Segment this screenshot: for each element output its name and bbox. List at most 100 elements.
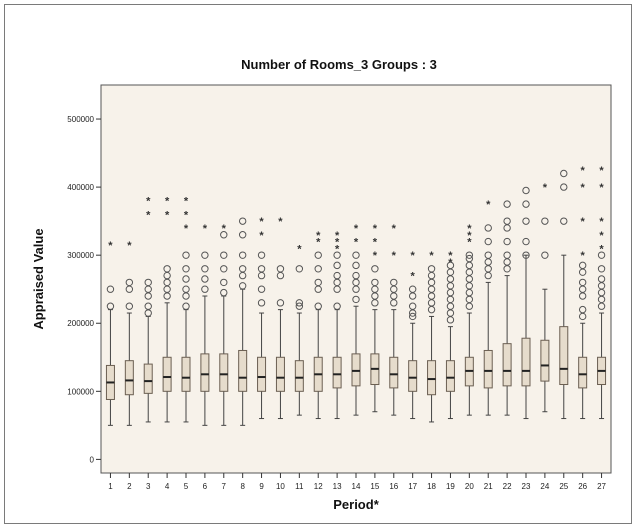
outlier-point bbox=[352, 251, 360, 259]
outlier-point bbox=[163, 265, 171, 273]
extreme-point: * bbox=[543, 182, 548, 194]
box bbox=[445, 360, 455, 392]
box-period-20: *** bbox=[464, 223, 474, 416]
extreme-point: * bbox=[581, 216, 586, 228]
outlier-point bbox=[578, 261, 587, 270]
extreme-point: * bbox=[486, 199, 491, 211]
x-tick-label: 14 bbox=[352, 482, 361, 491]
x-tick-label: 11 bbox=[295, 482, 304, 491]
y-tick-label: 500000 bbox=[67, 115, 94, 124]
x-tick-label: 25 bbox=[559, 482, 568, 491]
x-tick-label: 4 bbox=[165, 482, 170, 491]
outlier-point bbox=[597, 275, 606, 283]
outlier-point bbox=[314, 278, 322, 287]
box bbox=[200, 353, 210, 392]
extreme-point: * bbox=[599, 182, 604, 194]
outlier-point bbox=[125, 278, 134, 287]
extreme-point: * bbox=[599, 243, 604, 255]
outlier-point bbox=[352, 261, 360, 270]
box-period-1: * bbox=[105, 240, 115, 426]
x-tick-label: 26 bbox=[578, 482, 587, 491]
box-period-5: *** bbox=[181, 196, 191, 423]
box-period-25 bbox=[559, 169, 569, 420]
outlier-point bbox=[408, 312, 417, 321]
outlier-point bbox=[314, 251, 322, 259]
y-tick-label: 0 bbox=[90, 455, 95, 464]
box-period-17: ** bbox=[408, 250, 418, 420]
outlier-point bbox=[446, 261, 455, 270]
extreme-point: * bbox=[467, 230, 472, 242]
box bbox=[162, 356, 172, 392]
box bbox=[559, 326, 569, 386]
extreme-point: * bbox=[599, 230, 604, 242]
box bbox=[408, 360, 418, 392]
box bbox=[427, 360, 437, 396]
chart-frame: Number of Rooms_3 Groups : 3 0 100000 2000… bbox=[4, 4, 632, 524]
y-tick-label: 200000 bbox=[67, 319, 94, 328]
box bbox=[521, 337, 531, 387]
box-period-11: * bbox=[294, 243, 304, 416]
outlier-point bbox=[182, 251, 190, 259]
extreme-point: * bbox=[184, 196, 189, 208]
y-tick-label: 400000 bbox=[67, 183, 94, 192]
extreme-point: * bbox=[146, 209, 151, 221]
box bbox=[219, 353, 229, 392]
box-period-18: * bbox=[427, 250, 437, 423]
x-tick-label: 1 bbox=[108, 482, 113, 491]
outlier-point bbox=[220, 231, 228, 239]
x-tick-label: 22 bbox=[503, 482, 512, 491]
outlier-point bbox=[503, 217, 511, 225]
box-period-21: * bbox=[483, 199, 493, 416]
outlier-point bbox=[522, 200, 530, 208]
x-tick-label: 23 bbox=[522, 482, 531, 491]
extreme-point: * bbox=[354, 223, 359, 235]
outlier-point bbox=[371, 265, 379, 273]
y-tick-label: 300000 bbox=[67, 251, 94, 260]
outlier-point bbox=[541, 251, 549, 259]
outlier-point bbox=[522, 217, 530, 225]
extreme-point: * bbox=[165, 209, 170, 221]
extreme-point: * bbox=[373, 223, 378, 235]
outlier-point bbox=[484, 237, 492, 246]
box-period-27: ***** bbox=[597, 165, 607, 420]
outlier-point bbox=[201, 265, 209, 273]
chart: Number of Rooms_3 Groups : 3 0 100000 2000… bbox=[31, 57, 612, 512]
outlier-point bbox=[541, 217, 549, 225]
outlier-point bbox=[295, 265, 304, 273]
x-tick-label: 17 bbox=[408, 482, 417, 491]
outlier-point bbox=[371, 278, 379, 287]
x-tick-label: 10 bbox=[276, 482, 285, 491]
x-tick-label: 5 bbox=[184, 482, 189, 491]
x-axis-label: Period* bbox=[333, 497, 379, 512]
x-tick-label: 13 bbox=[333, 482, 342, 491]
outlier-point bbox=[182, 302, 190, 310]
extreme-point: * bbox=[392, 223, 397, 235]
box-period-6: * bbox=[200, 223, 210, 426]
box-period-9: ** bbox=[257, 216, 267, 420]
x-tick-label: 19 bbox=[446, 482, 455, 491]
outlier-point bbox=[257, 285, 266, 293]
extreme-point: * bbox=[599, 216, 604, 228]
box-period-7: * bbox=[219, 223, 229, 426]
outlier-point bbox=[465, 254, 474, 263]
outlier-point bbox=[182, 265, 190, 273]
extreme-point: * bbox=[316, 230, 321, 242]
box-period-24: * bbox=[540, 182, 550, 413]
outlier-point bbox=[578, 278, 587, 287]
box-period-16: ** bbox=[389, 223, 399, 416]
outlier-point bbox=[201, 251, 209, 259]
outlier-point bbox=[220, 251, 228, 259]
outlier-point bbox=[522, 251, 530, 259]
outlier-point bbox=[314, 265, 322, 273]
x-tick-label: 20 bbox=[465, 482, 474, 491]
outlier-point bbox=[106, 302, 115, 310]
extreme-point: * bbox=[184, 223, 189, 235]
box-period-22 bbox=[502, 200, 512, 416]
outlier-point bbox=[182, 275, 190, 283]
box bbox=[257, 356, 267, 392]
outlier-point bbox=[597, 265, 606, 273]
extreme-point: * bbox=[259, 230, 264, 242]
outlier-point bbox=[220, 265, 228, 273]
extreme-point: * bbox=[467, 237, 472, 249]
x-tick-label: 24 bbox=[540, 482, 549, 491]
